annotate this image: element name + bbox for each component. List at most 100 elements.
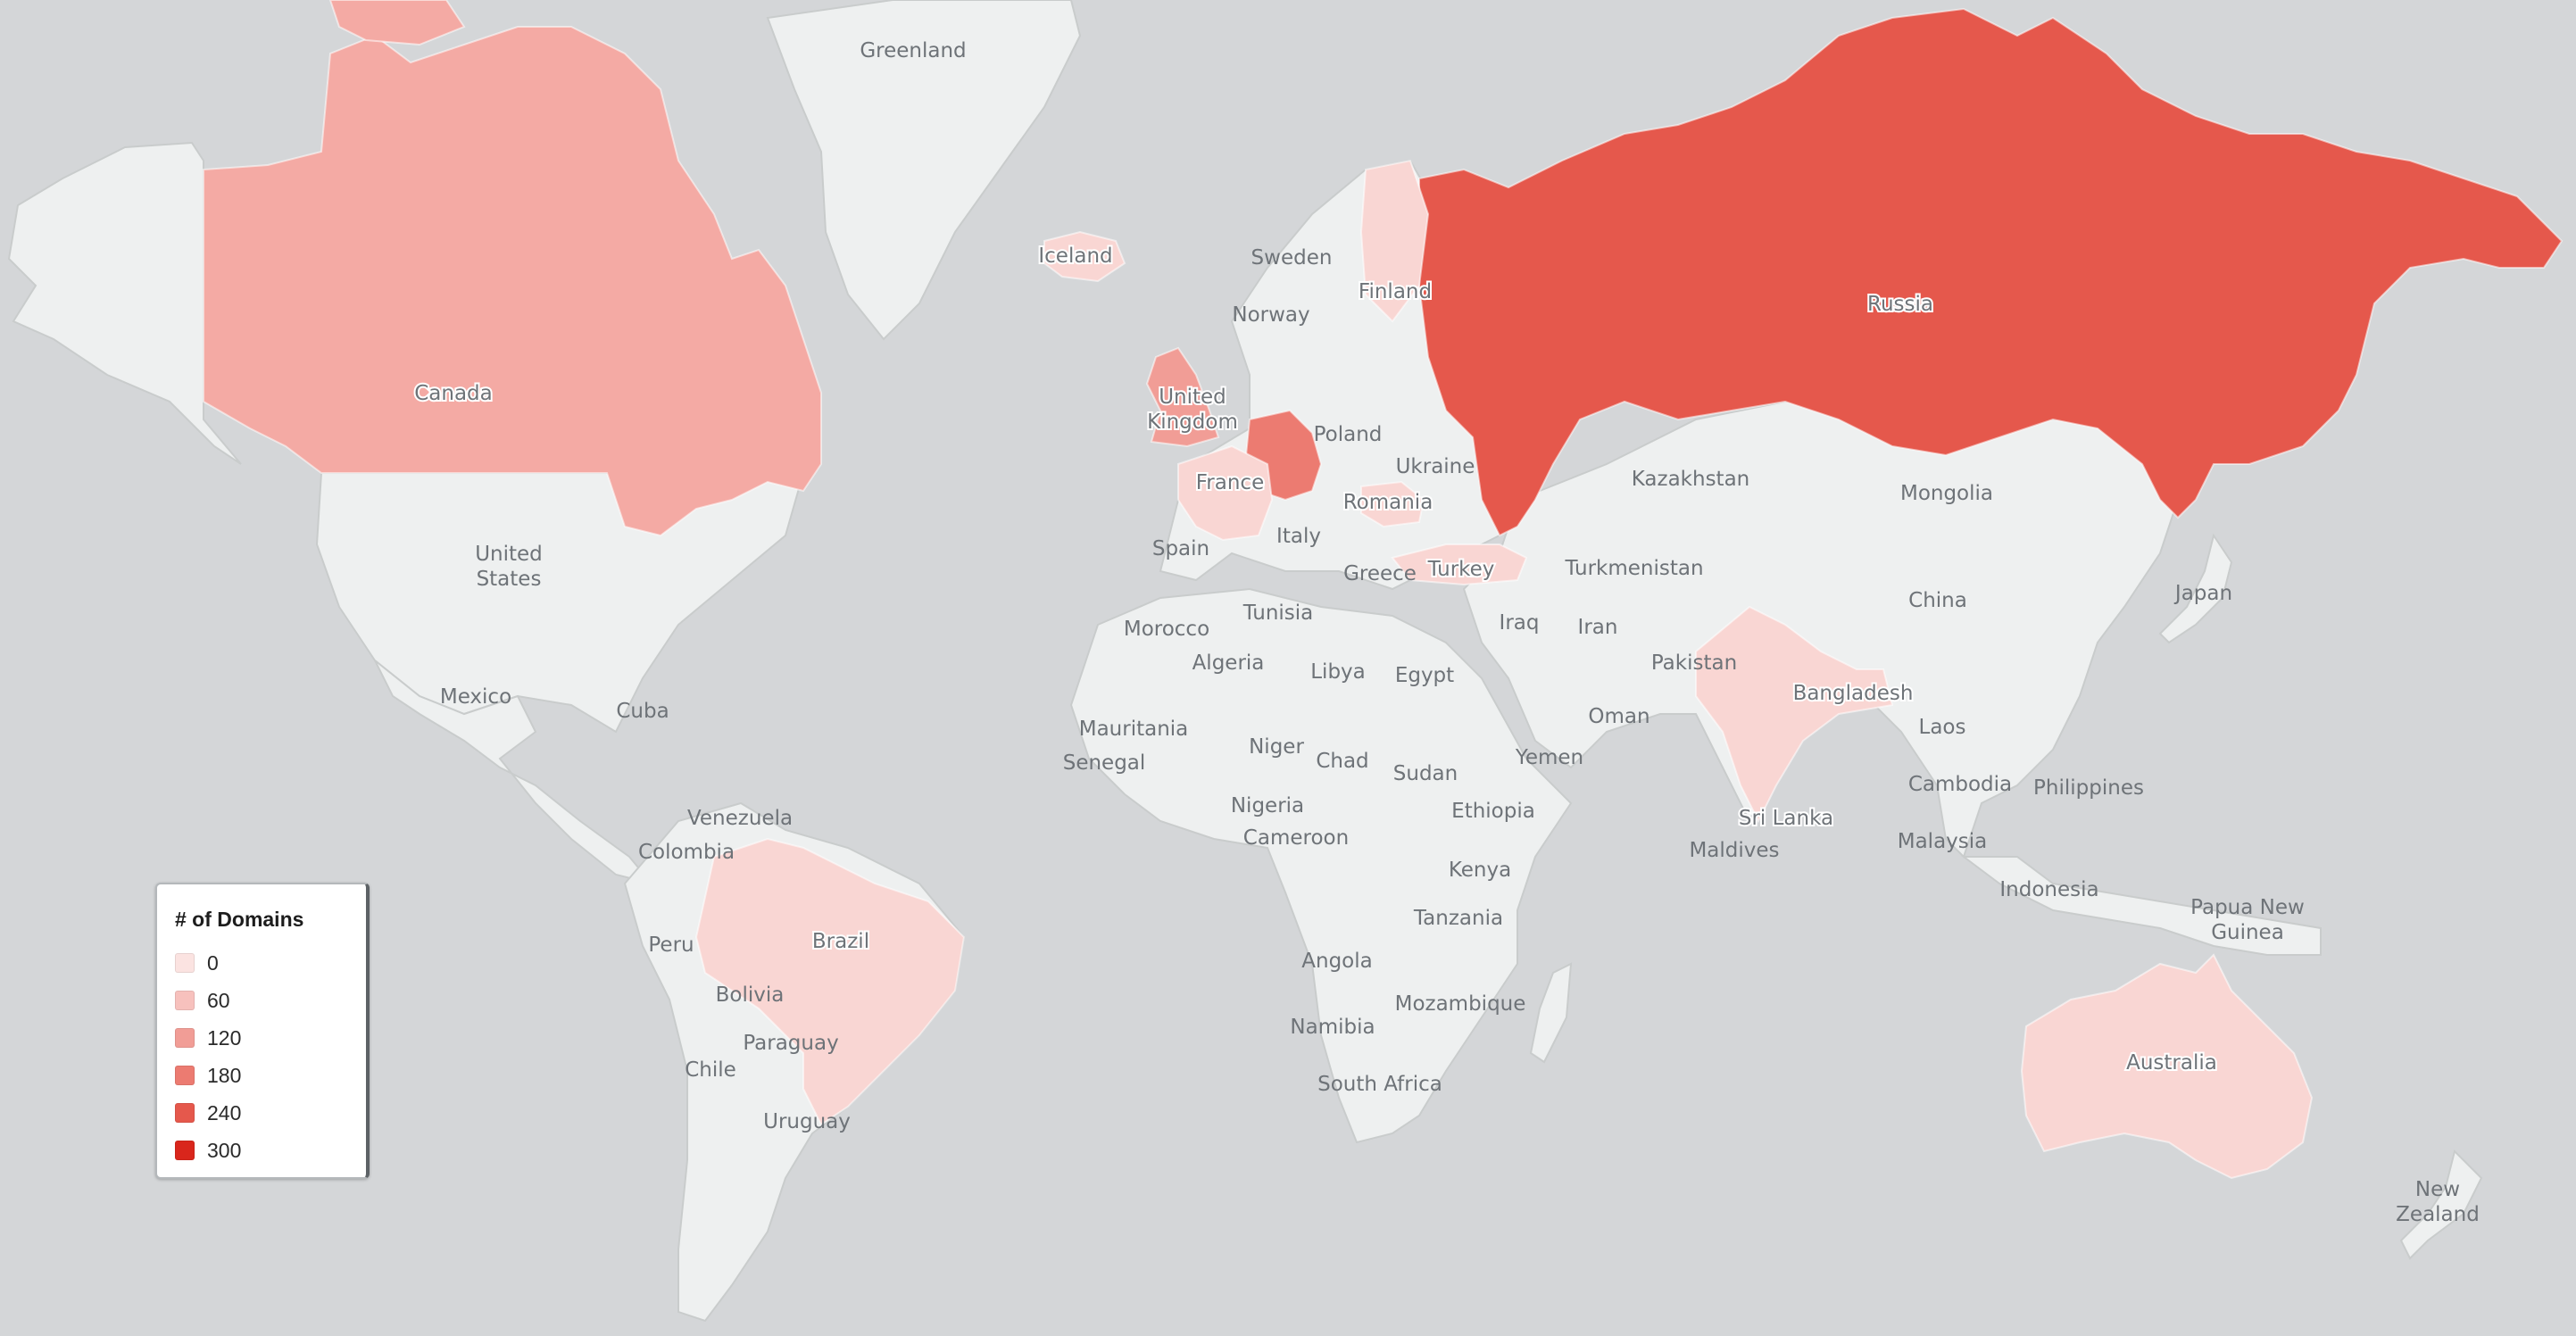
label-papua-line2: Guinea: [2211, 921, 2284, 944]
country-romania[interactable]: [1360, 480, 1425, 528]
label-iraq: Iraq: [1500, 611, 1540, 635]
country-finland[interactable]: [1359, 159, 1430, 323]
label-united-kingdom-line1: United: [1159, 386, 1226, 409]
label-italy: Italy: [1276, 525, 1321, 548]
legend-label: 240: [207, 1100, 242, 1124]
label-mozambique: Mozambique: [1395, 992, 1526, 1016]
label-peru: Peru: [648, 934, 694, 957]
label-brazil: Brazil: [812, 930, 869, 953]
label-china: China: [1908, 589, 1967, 612]
label-niger: Niger: [1249, 735, 1304, 759]
legend-label: 0: [207, 950, 219, 975]
label-angola: Angola: [1301, 950, 1372, 973]
label-kenya: Kenya: [1449, 859, 1511, 882]
label-turkey: Turkey: [1427, 558, 1495, 581]
label-canada: Canada: [414, 382, 493, 405]
label-sri-lanka: Sri Lanka: [1739, 807, 1833, 830]
label-mauritania: Mauritania: [1079, 718, 1189, 741]
legend-item: 300: [175, 1132, 366, 1169]
label-greece: Greece: [1343, 562, 1417, 585]
label-cambodia: Cambodia: [1908, 773, 2012, 796]
label-egypt: Egypt: [1395, 664, 1454, 687]
country-turkey[interactable]: [1391, 544, 1528, 586]
label-new-zealand-line1: New: [2415, 1178, 2460, 1201]
label-malaysia: Malaysia: [1898, 830, 1988, 853]
label-chile: Chile: [685, 1058, 736, 1082]
label-greenland: Greenland: [860, 39, 966, 62]
label-chad: Chad: [1316, 750, 1368, 773]
label-paraguay: Paraguay: [743, 1032, 838, 1055]
label-united-kingdom-line2: Kingdom: [1147, 411, 1238, 434]
label-yemen: Yemen: [1515, 746, 1583, 769]
greenland-land[interactable]: [766, 0, 1082, 341]
japan-land[interactable]: [2158, 533, 2233, 644]
alaska-land[interactable]: [7, 141, 242, 465]
label-finland: Finland: [1359, 280, 1432, 303]
label-ukraine: Ukraine: [1396, 455, 1475, 478]
label-laos: Laos: [1919, 716, 1966, 739]
country-australia[interactable]: [2020, 953, 2314, 1180]
label-indonesia: Indonesia: [1999, 878, 2098, 901]
new-zealand-land[interactable]: [2399, 1149, 2483, 1260]
label-cameroon: Cameroon: [1243, 826, 1349, 850]
label-ethiopia: Ethiopia: [1451, 800, 1535, 823]
label-new-zealand-line2: Zealand: [2396, 1203, 2480, 1226]
country-india[interactable]: [1695, 605, 1894, 824]
label-bangladesh: Bangladesh: [1793, 682, 1914, 705]
country-brazil[interactable]: [694, 837, 966, 1126]
label-colombia: Colombia: [638, 841, 735, 864]
label-sudan: Sudan: [1393, 762, 1458, 785]
label-spain: Spain: [1152, 537, 1209, 560]
label-cuba: Cuba: [616, 700, 669, 723]
label-france: France: [1196, 471, 1264, 494]
country-canada-arctic-islands[interactable]: [328, 0, 466, 46]
label-morocco: Morocco: [1124, 618, 1209, 641]
label-oman: Oman: [1588, 705, 1649, 728]
africa-land[interactable]: [1069, 587, 1573, 1144]
legend-item: 120: [175, 1019, 366, 1057]
country-russia[interactable]: [1418, 7, 2564, 537]
legend-label: 300: [207, 1138, 242, 1162]
country-canada[interactable]: [203, 26, 822, 537]
legend-label: 120: [207, 1025, 242, 1050]
legend-swatch: [175, 991, 195, 1010]
label-south-africa: South Africa: [1317, 1073, 1442, 1096]
label-namibia: Namibia: [1290, 1016, 1375, 1039]
country-france[interactable]: [1177, 444, 1274, 542]
country-united-kingdom[interactable]: [1145, 346, 1220, 448]
southeast-asia-islands-land[interactable]: [1961, 856, 2322, 956]
label-philippines: Philippines: [2033, 776, 2144, 800]
label-venezuela: Venezuela: [687, 807, 793, 830]
label-sweden: Sweden: [1251, 246, 1333, 270]
label-papua-line1: Papua New: [2190, 896, 2305, 919]
madagascar-land[interactable]: [1529, 962, 1573, 1064]
legend-swatch: [175, 1028, 195, 1048]
label-nigeria: Nigeria: [1231, 794, 1304, 817]
label-maldives: Maldives: [1689, 839, 1779, 862]
legend-label: 180: [207, 1063, 242, 1087]
label-pakistan: Pakistan: [1651, 651, 1737, 675]
label-russia: Russia: [1867, 293, 1933, 316]
legend-item: 60: [175, 982, 366, 1019]
label-mongolia: Mongolia: [1900, 482, 1993, 505]
label-australia: Australia: [2126, 1051, 2217, 1075]
legend-item: 240: [175, 1094, 366, 1132]
legend-swatch: [175, 953, 195, 973]
legend-title: # of Domains: [175, 908, 304, 931]
map-legend: # of Domains 0 60 120 180 240 300: [155, 883, 370, 1179]
legend-item: 180: [175, 1057, 366, 1094]
country-iceland[interactable]: [1043, 230, 1126, 283]
label-tunisia: Tunisia: [1242, 602, 1314, 625]
united-states-land[interactable]: [315, 472, 805, 734]
legend-label: 60: [207, 988, 230, 1012]
label-bolivia: Bolivia: [716, 983, 785, 1007]
label-japan: Japan: [2173, 582, 2232, 605]
label-iran: Iran: [1578, 616, 1618, 639]
label-tanzania: Tanzania: [1413, 907, 1503, 930]
label-libya: Libya: [1310, 660, 1366, 684]
label-kazakhstan: Kazakhstan: [1632, 468, 1750, 491]
label-romania: Romania: [1343, 491, 1433, 514]
legend-item: 0: [175, 944, 366, 982]
